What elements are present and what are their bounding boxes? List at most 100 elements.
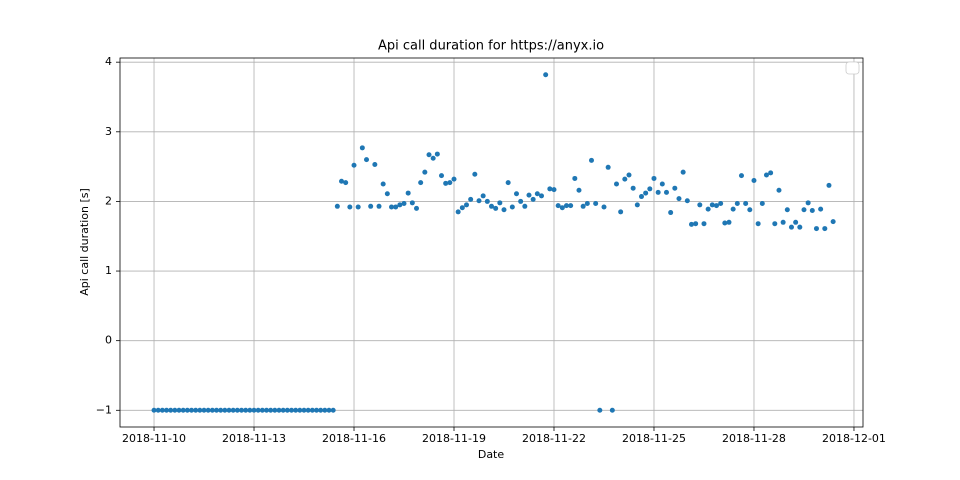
data-point (230, 407, 236, 413)
x-tick-label: 2018-11-25 (622, 432, 686, 445)
data-point (784, 207, 790, 213)
data-point (164, 407, 170, 413)
data-point (393, 204, 399, 210)
data-point (343, 180, 349, 186)
data-point (822, 226, 828, 232)
data-point (580, 203, 586, 209)
data-point (209, 407, 215, 413)
data-point (797, 224, 803, 230)
data-point (559, 205, 565, 211)
data-point (484, 198, 490, 204)
data-point (305, 407, 311, 413)
data-point (526, 192, 532, 198)
data-point (713, 203, 719, 209)
data-point (309, 407, 315, 413)
data-point (201, 407, 207, 413)
data-point (568, 203, 574, 209)
data-point (264, 407, 270, 413)
data-point (489, 203, 494, 209)
data-point (434, 151, 440, 157)
legend-box (845, 61, 860, 75)
data-point (788, 224, 794, 230)
data-point (205, 407, 211, 413)
data-point (618, 209, 624, 215)
data-point (218, 407, 224, 413)
data-point (763, 172, 769, 178)
data-point (668, 210, 674, 216)
data-point (268, 407, 274, 413)
data-point (776, 187, 782, 193)
data-point (693, 221, 699, 227)
data-point (572, 175, 578, 181)
data-point (530, 196, 536, 202)
data-point (351, 162, 357, 168)
data-point (576, 187, 582, 193)
data-point (284, 407, 290, 413)
data-point (759, 201, 765, 207)
data-point (676, 196, 682, 202)
data-point (439, 173, 445, 179)
data-point (830, 219, 836, 225)
data-point (184, 407, 190, 413)
y-tick-label: 1 (105, 264, 112, 277)
data-point (418, 180, 424, 186)
data-point (476, 198, 482, 204)
data-point (659, 181, 665, 187)
data-point (555, 203, 561, 209)
data-point (255, 407, 261, 413)
data-point (226, 407, 232, 413)
data-point (634, 202, 640, 208)
data-point (155, 407, 161, 413)
data-point (339, 178, 345, 184)
data-point (243, 407, 249, 413)
chart-title: Api call duration for https://anyx.io (378, 39, 604, 54)
data-point (593, 201, 599, 207)
data-point (551, 187, 557, 193)
data-point (347, 204, 353, 210)
data-point (384, 191, 390, 197)
data-point (447, 180, 453, 186)
data-point (813, 226, 819, 232)
data-point (747, 207, 753, 213)
data-point (334, 203, 340, 209)
plot-frame (119, 57, 864, 428)
data-point (372, 162, 378, 168)
data-point (743, 201, 749, 207)
data-point (501, 207, 507, 213)
data-point (364, 157, 370, 163)
data-point (168, 407, 174, 413)
data-point (663, 189, 669, 195)
data-point (405, 190, 411, 196)
data-point (701, 221, 707, 227)
x-tick-label: 2018-11-22 (522, 432, 586, 445)
data-point (726, 219, 732, 225)
data-point (680, 169, 686, 175)
data-point (480, 193, 486, 199)
data-point (214, 407, 220, 413)
data-point (613, 181, 619, 187)
data-point (455, 209, 461, 215)
data-point (651, 175, 657, 181)
data-point (684, 198, 690, 204)
data-point (705, 206, 711, 212)
data-point (513, 191, 519, 197)
data-point (293, 407, 299, 413)
data-point (601, 204, 607, 210)
data-point (189, 407, 195, 413)
x-tick-label: 2018-11-19 (422, 432, 486, 445)
data-point (738, 173, 744, 179)
data-point (426, 152, 432, 158)
data-point (780, 219, 786, 225)
data-point (459, 205, 465, 211)
y-tick-label: 3 (105, 125, 112, 138)
data-point (464, 202, 470, 208)
data-point (239, 407, 245, 413)
data-point (734, 201, 740, 207)
data-point (538, 193, 544, 199)
data-point (472, 171, 478, 177)
x-tick-label: 2018-12-01 (822, 432, 886, 445)
data-point (801, 207, 807, 213)
